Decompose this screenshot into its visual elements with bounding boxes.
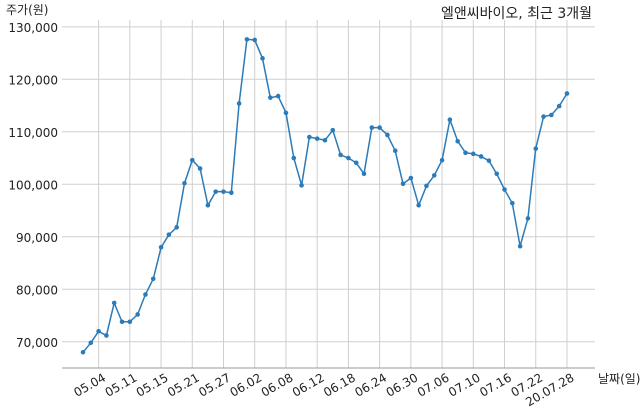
point — [260, 56, 265, 61]
point — [447, 117, 453, 123]
point — [166, 232, 172, 237]
point — [556, 103, 562, 109]
y-tick-label: 110,000 — [8, 126, 58, 140]
y-tick-label: 90,000 — [16, 231, 58, 245]
y-tick-label: 120,000 — [8, 73, 58, 87]
point — [150, 276, 156, 282]
y-tick-label: 100,000 — [8, 178, 58, 192]
point — [322, 137, 328, 143]
point — [463, 150, 468, 156]
x-tick-label: 05.11 — [103, 370, 140, 399]
x-tick-label: 06.02 — [227, 370, 264, 399]
point — [392, 148, 398, 153]
point — [478, 154, 484, 159]
x-tick-label: 06.08 — [259, 370, 296, 399]
x-axis-label: 날짜(일) — [598, 372, 640, 386]
y-tick-label: 70,000 — [16, 336, 58, 350]
point — [346, 155, 351, 161]
y-tick-label: 80,000 — [16, 283, 58, 297]
point — [244, 37, 250, 42]
point — [88, 340, 94, 346]
point — [455, 138, 460, 144]
x-tick-label: 07.16 — [477, 370, 514, 399]
point — [361, 171, 367, 177]
point — [174, 225, 179, 230]
point — [541, 114, 546, 119]
point — [252, 37, 258, 43]
point — [307, 134, 312, 140]
point — [431, 173, 437, 178]
point — [268, 95, 273, 100]
point — [564, 91, 570, 96]
point — [338, 152, 343, 158]
point — [127, 319, 133, 325]
point — [221, 189, 226, 194]
point — [517, 243, 523, 249]
point — [314, 136, 320, 141]
chart-title: 엘앤씨바이오, 최근 3개월 — [441, 6, 592, 22]
point — [549, 112, 554, 118]
point — [377, 125, 382, 130]
point — [143, 292, 148, 297]
point — [408, 175, 414, 181]
point — [439, 157, 445, 163]
point — [502, 187, 507, 192]
x-tick-label: 05.04 — [71, 370, 108, 399]
y-tick-label: 130,000 — [8, 21, 58, 35]
point — [197, 166, 203, 171]
point — [189, 157, 195, 163]
x-tick-label: 06.24 — [352, 370, 389, 399]
point — [135, 312, 140, 317]
point — [471, 151, 476, 157]
x-tick-label: 07.06 — [415, 370, 452, 399]
point — [494, 171, 500, 177]
point — [416, 202, 421, 208]
point — [385, 132, 390, 138]
point — [353, 160, 359, 166]
point — [158, 244, 164, 250]
point — [111, 300, 117, 306]
x-tick-label: 06.30 — [384, 370, 421, 399]
point — [486, 158, 492, 163]
point — [424, 183, 429, 189]
point — [205, 202, 211, 208]
point — [119, 319, 125, 325]
x-tick-label: 06.18 — [321, 370, 358, 399]
point — [299, 183, 304, 188]
x-tick-label: 05.21 — [165, 370, 202, 399]
point — [330, 127, 336, 133]
x-tick-label: 05.27 — [196, 370, 233, 399]
point — [275, 93, 281, 99]
point — [283, 110, 289, 116]
point — [96, 328, 101, 334]
x-tick-label: 05.15 — [134, 370, 171, 399]
point — [104, 333, 109, 338]
point — [369, 125, 375, 130]
point — [510, 200, 515, 206]
point — [291, 155, 297, 161]
point — [236, 101, 242, 106]
x-tick-label: 06.12 — [290, 370, 327, 399]
point — [213, 189, 219, 194]
price-line — [82, 38, 568, 353]
point — [525, 216, 531, 221]
x-tick-label: 07.10 — [446, 370, 483, 399]
point — [182, 180, 187, 186]
y-axis-label: 주가(원) — [6, 3, 48, 17]
point — [229, 190, 234, 195]
point — [533, 146, 539, 151]
point — [80, 349, 86, 355]
point — [400, 181, 406, 187]
